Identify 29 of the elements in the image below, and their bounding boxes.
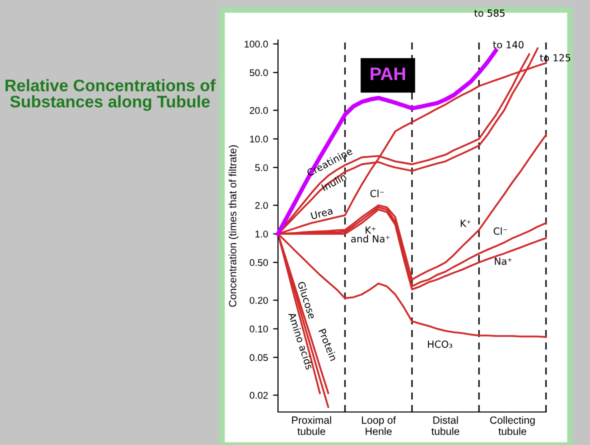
annotation: PAH xyxy=(370,68,406,80)
annotation: Na⁺ xyxy=(494,258,512,265)
y-tick-label: 1.0 xyxy=(256,230,268,238)
y-tick-label: 0.20 xyxy=(250,296,268,304)
annotation: K⁺ and Na⁺ xyxy=(351,226,390,242)
y-tick-label: 0.05 xyxy=(250,354,268,362)
x-tick-label: Distal tubule xyxy=(431,416,460,436)
text: Relative Concentrations of Substances along Tubule xyxy=(6,79,216,111)
annotation: Urea xyxy=(310,207,333,220)
x-tick-label: Proximal tubule xyxy=(292,416,332,436)
annotation: Cl⁻ xyxy=(370,190,384,198)
y-tick-label: 20.0 xyxy=(250,107,268,114)
x-tick-label: Loop of Henle xyxy=(362,416,396,436)
y-tick-label: 2.0 xyxy=(255,202,268,209)
x-tick-label: Collecting tubule xyxy=(490,416,535,436)
annotation: to 140 xyxy=(493,41,524,48)
y-tick-label: 0.02 xyxy=(250,392,268,399)
y-tick-label: 0.50 xyxy=(250,259,268,266)
y-tick-label: 5.0 xyxy=(255,164,268,172)
y-tick-label: 50.0 xyxy=(250,69,268,76)
y-tick-label: 100.0 xyxy=(244,40,268,48)
annotation: Inulin xyxy=(321,172,347,192)
annotation: Cl⁻ xyxy=(494,227,508,235)
y-tick-label: 10.0 xyxy=(250,136,268,143)
y-tick-label: 0.10 xyxy=(250,326,268,332)
y-axis-title: Concentration (times that of filtrate) xyxy=(228,145,238,307)
text: to 585 xyxy=(474,9,505,17)
annotation: HCO₃ xyxy=(428,340,452,348)
annotation: K⁺ xyxy=(460,220,471,227)
